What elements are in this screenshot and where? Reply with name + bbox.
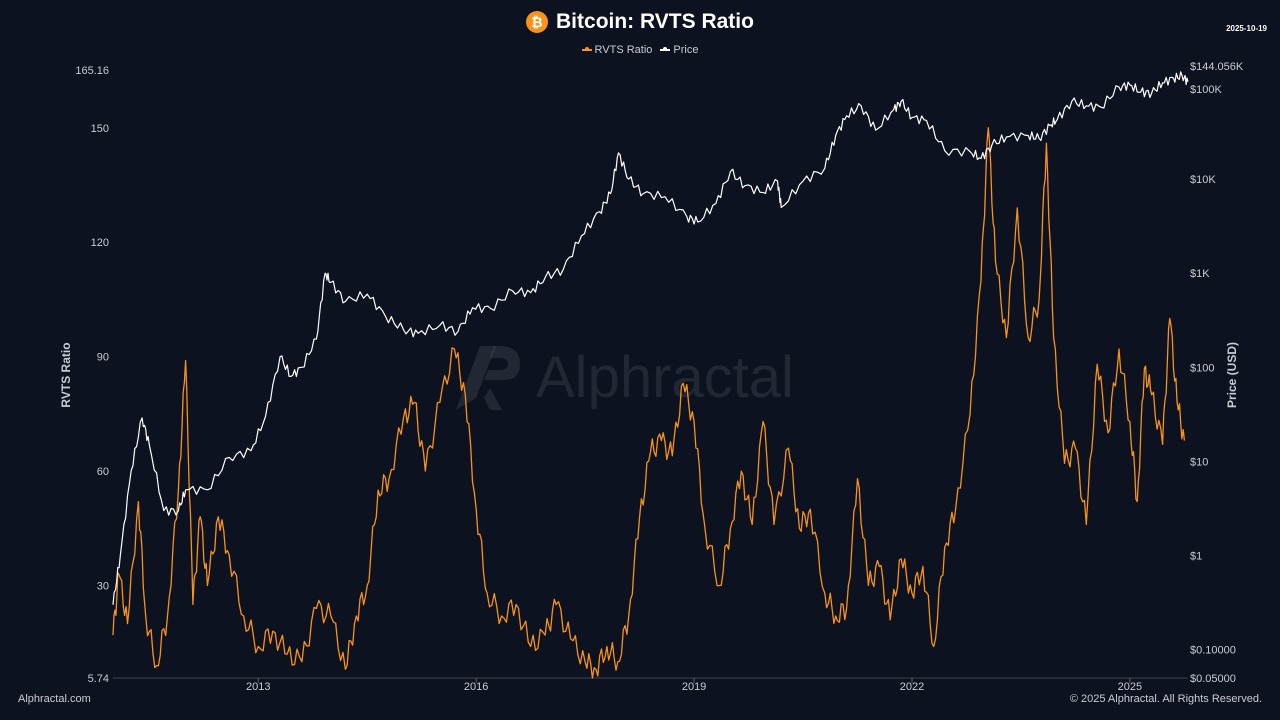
right-tick-label-$144.056K: $144.056K <box>1190 61 1244 73</box>
right-axis-title: Price (USD) <box>1225 342 1239 408</box>
legend-swatch-price <box>660 47 671 51</box>
x-tick-label-2025: 2025 <box>1118 681 1142 693</box>
right-tick-label-$1K: $1K <box>1190 268 1210 280</box>
x-tick-label-2013: 2013 <box>246 681 270 693</box>
bitcoin-icon: ₿ <box>526 11 549 33</box>
footer-site: Alphractal.com <box>18 693 91 705</box>
legend-label-rvts: RVTS Ratio <box>594 44 653 56</box>
right-tick-label-$0.05000: $0.05000 <box>1190 673 1236 685</box>
chart-title: Bitcoin: RVTS Ratio <box>556 10 754 33</box>
left-tick-label-165.16: 165.16 <box>75 65 109 77</box>
left-tick-label-60: 60 <box>97 466 109 478</box>
legend: RVTS Ratio Price <box>0 44 1280 56</box>
title-row: ₿ Bitcoin: RVTS Ratio <box>0 10 1280 34</box>
right-tick-label-$100: $100 <box>1190 362 1214 374</box>
right-tick-label-$100K: $100K <box>1190 84 1222 96</box>
right-tick-label-$0.10000: $0.10000 <box>1190 645 1236 657</box>
left-tick-label-150: 150 <box>91 123 109 135</box>
alphractal-logo-icon <box>456 346 520 410</box>
chart-date: 2025-10-19 <box>1226 24 1267 33</box>
x-tick-label-2022: 2022 <box>900 681 924 693</box>
x-tick-label-2019: 2019 <box>682 681 706 693</box>
legend-item-rvts[interactable]: RVTS Ratio <box>581 44 653 56</box>
legend-label-price: Price <box>673 44 699 56</box>
x-tick-label-2016: 2016 <box>464 681 488 693</box>
left-tick-label-30: 30 <box>97 580 109 592</box>
right-tick-label-$10: $10 <box>1190 456 1208 468</box>
left-tick-label-120: 120 <box>91 237 109 249</box>
left-tick-label-90: 90 <box>97 352 109 364</box>
price-line <box>112 71 1189 605</box>
left-tick-label-5.74: 5.74 <box>88 673 109 685</box>
watermark: Alphractal <box>450 340 794 414</box>
watermark-text: Alphractal <box>536 344 794 410</box>
right-tick-label-$10K: $10K <box>1190 174 1216 186</box>
left-axis-title: RVTS Ratio <box>59 342 73 407</box>
right-tick-label-$1: $1 <box>1190 551 1202 563</box>
legend-swatch-rvts <box>581 47 592 51</box>
footer-copyright: © 2025 Alphractal. All Rights Reserved. <box>1069 693 1262 705</box>
legend-item-price[interactable]: Price <box>660 44 698 56</box>
rvts-ratio-line <box>112 127 1186 679</box>
